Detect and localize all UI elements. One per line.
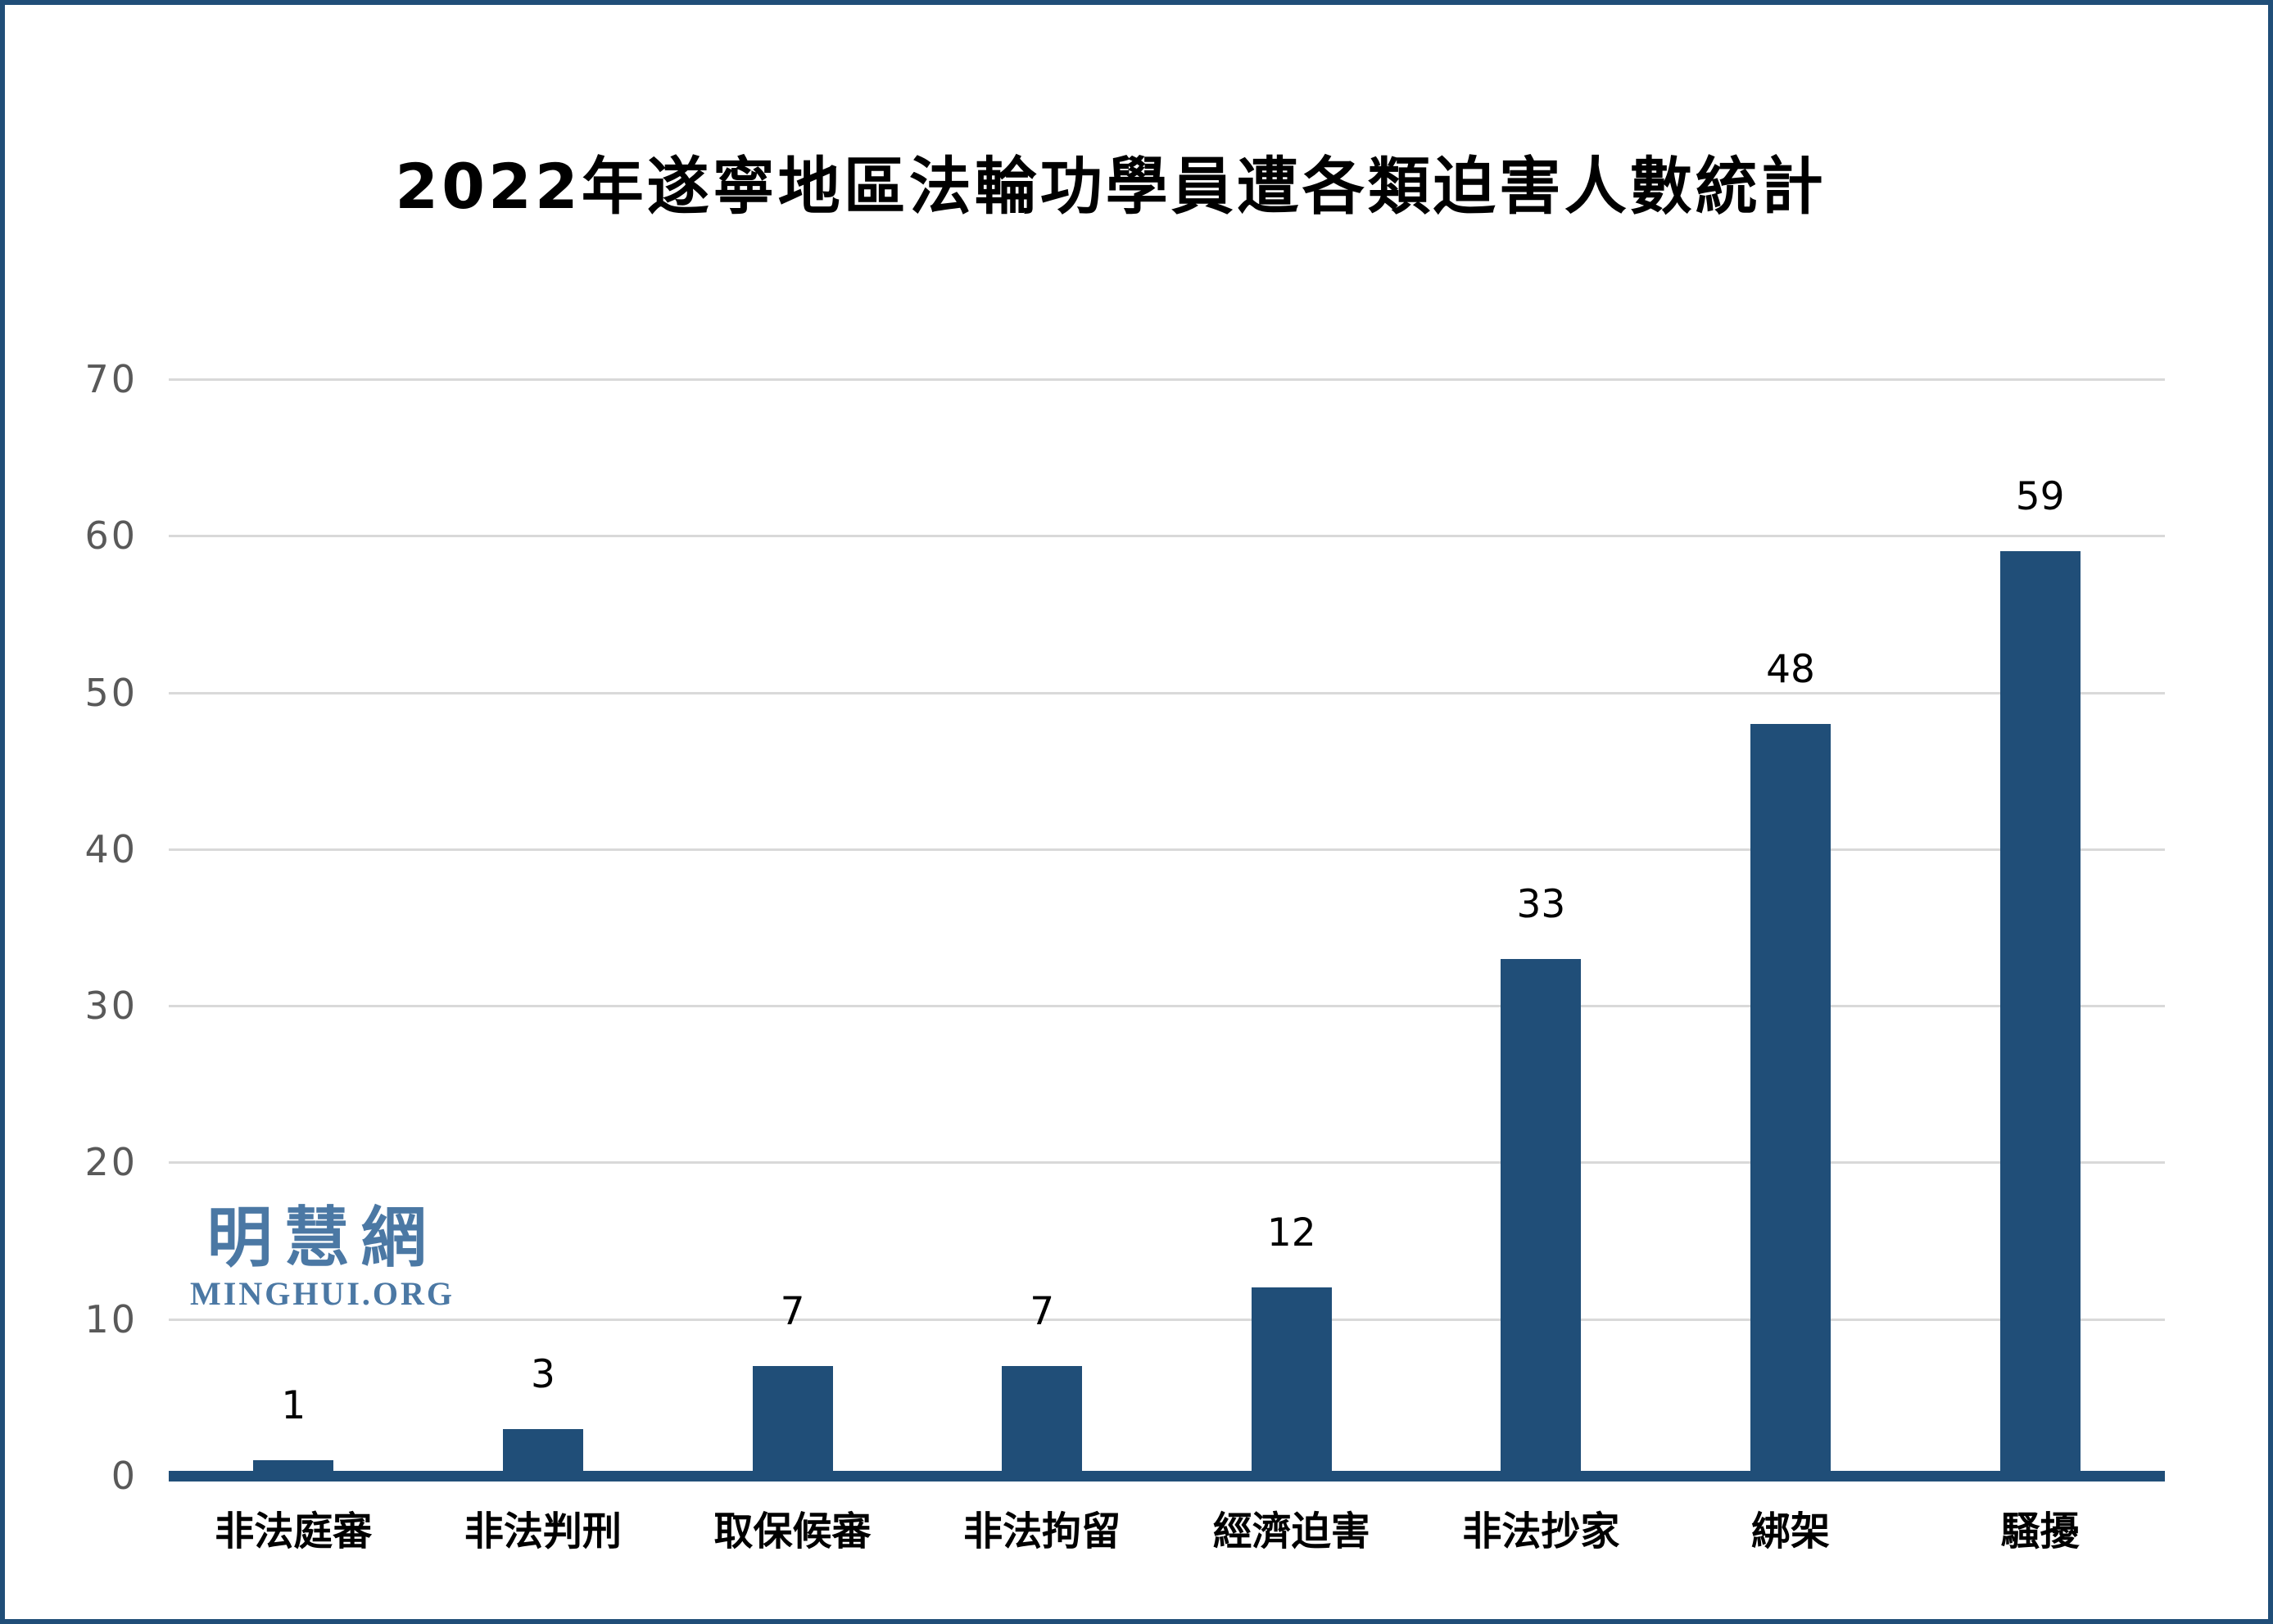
gridline-y20	[169, 1161, 2165, 1165]
y-tick-label: 60	[84, 513, 138, 559]
bar-value-label: 59	[2015, 474, 2065, 520]
bar-經濟迫害	[1251, 1287, 1332, 1482]
x-category-label: 經濟迫害	[1212, 1509, 1370, 1554]
bar-非法抄家	[1501, 958, 1582, 1482]
bar-value-label: 7	[780, 1289, 805, 1335]
bar-騷擾	[1999, 551, 2081, 1482]
plot-area: 0 10 20 30 40 50 60 70 1 非法庭審 3 非法判刑 7 取保候審 7 非法拘留 12 經濟迫…	[5, 5, 2268, 1619]
bar-value-label: 7	[1030, 1289, 1055, 1335]
bar-value-label: 48	[1766, 646, 1815, 692]
watermark-latin-text: MINGHUI.ORG	[190, 1275, 455, 1312]
y-tick-label: 40	[84, 826, 138, 871]
x-axis-line	[169, 1471, 2165, 1482]
gridline-y70	[169, 378, 2165, 381]
gridline-y40	[169, 848, 2165, 851]
bar-綁架	[1750, 723, 1832, 1482]
watermark-cjk-text: 明慧網	[206, 1200, 438, 1276]
minghui-watermark: 明慧網 MINGHUI.ORG	[190, 1202, 455, 1312]
y-tick-label: 20	[84, 1140, 138, 1185]
y-tick-label: 30	[84, 984, 138, 1029]
chart-title: 2022年遂寧地區法輪功學員遭各類迫害人數統計	[395, 150, 1827, 223]
bar-value-label: 12	[1266, 1210, 1316, 1256]
bar-value-label: 33	[1516, 881, 1566, 927]
bar-非法庭審	[253, 1459, 334, 1482]
y-tick-label: 50	[84, 670, 138, 715]
bar-取保候審	[752, 1366, 833, 1482]
x-category-label: 非法拘留	[963, 1509, 1121, 1554]
bar-非法判刑	[502, 1428, 583, 1482]
y-tick-label: 70	[84, 357, 138, 401]
x-category-label: 非法判刑	[464, 1509, 622, 1554]
gridline-y10	[169, 1318, 2165, 1321]
y-tick-label: 0	[111, 1454, 138, 1498]
y-tick-label: 10	[84, 1296, 138, 1341]
bar-非法拘留	[1002, 1366, 1083, 1482]
gridline-y60	[169, 535, 2165, 538]
gridline-y50	[169, 691, 2165, 694]
gridline-y30	[169, 1005, 2165, 1008]
x-category-label: 騷擾	[2000, 1509, 2080, 1554]
x-category-label: 取保候審	[713, 1509, 872, 1554]
x-category-label: 非法抄家	[1462, 1509, 1620, 1554]
bar-value-label: 1	[281, 1382, 306, 1428]
x-category-label: 綁架	[1751, 1509, 1831, 1554]
x-category-label: 非法庭審	[215, 1509, 373, 1554]
bar-value-label: 3	[530, 1351, 555, 1397]
